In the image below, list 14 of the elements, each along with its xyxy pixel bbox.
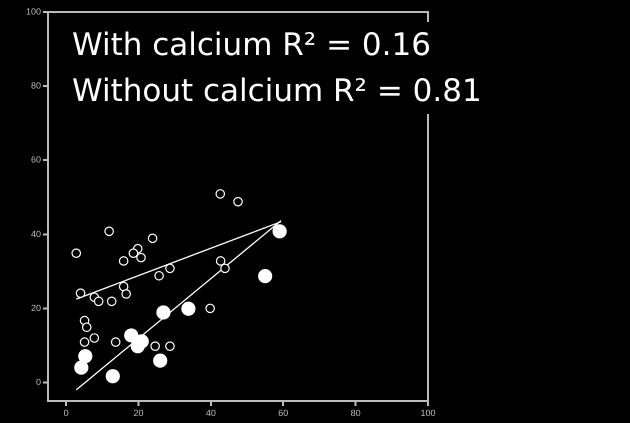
annotation: With calcium R² = 0.16 [72,26,432,65]
x-tick-label: 60 [278,408,288,418]
y-tick-label: 40 [30,228,41,239]
y-tick-label: 100 [26,6,41,16]
y-tick-label: 0 [36,376,41,387]
x-tick-label: 100 [420,408,436,418]
y-tick-label: 60 [30,154,41,165]
annotation: Without calcium R² = 0.81 [72,72,482,111]
x-tick-label: 20 [133,408,144,418]
x-tick-label: 0 [64,408,69,418]
y-tick-label: 20 [30,302,41,313]
x-tick-label: 40 [206,408,216,418]
y-tick-label: 80 [30,80,41,91]
x-tick-label: 80 [350,408,361,418]
